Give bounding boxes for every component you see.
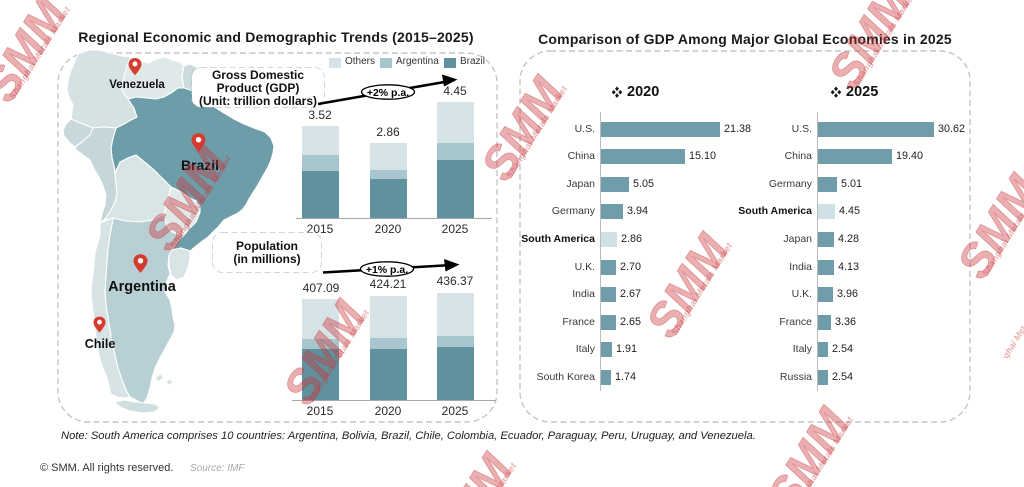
svg-text:+2% p.a.: +2% p.a. <box>367 87 409 99</box>
svg-text:+1% p.a.: +1% p.a. <box>366 264 408 276</box>
